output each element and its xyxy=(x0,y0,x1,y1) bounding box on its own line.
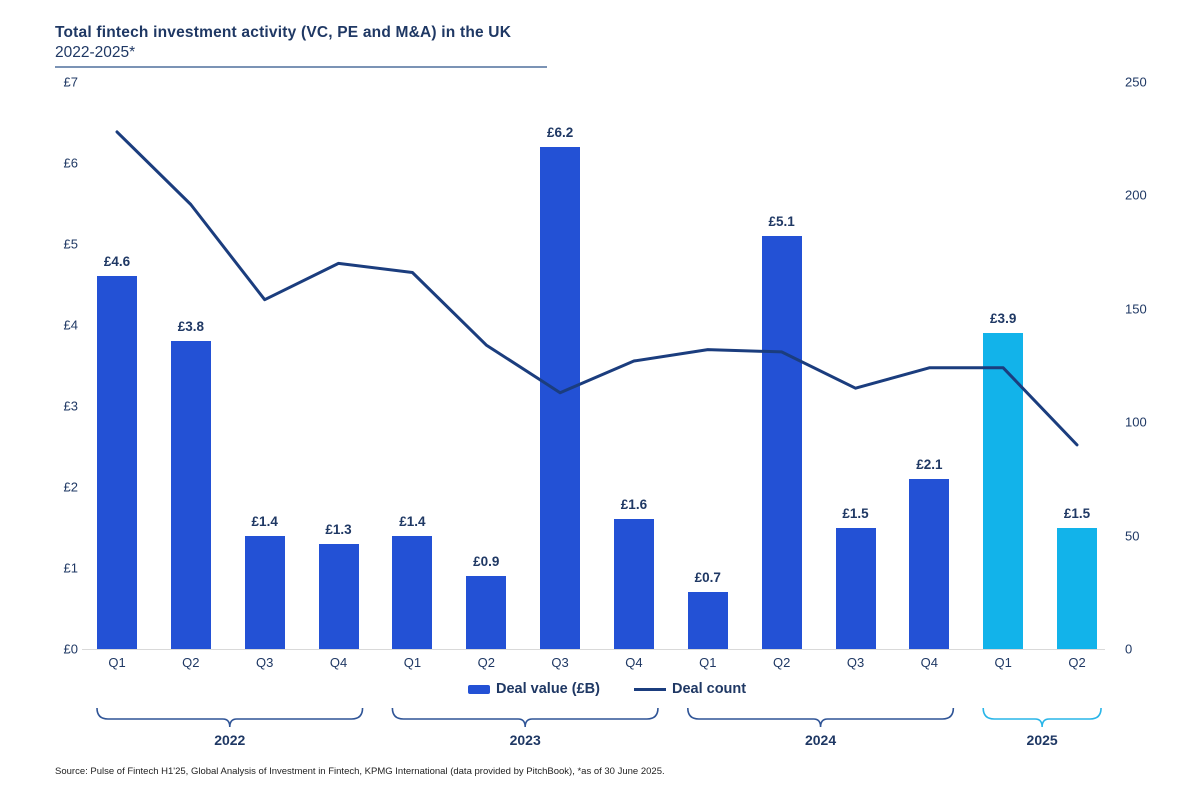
legend-line-swatch-icon xyxy=(633,687,666,691)
bar-2022-q3 xyxy=(244,535,285,649)
bar-value-label: £4.6 xyxy=(103,254,131,270)
y-axis-left-tick: £5 xyxy=(63,236,78,252)
bar-2024-q3 xyxy=(835,527,876,649)
x-axis-quarter-label: Q3 xyxy=(846,655,865,670)
y-axis-left-tick: £4 xyxy=(63,317,78,333)
title-underline xyxy=(55,66,547,68)
chart-title: Total fintech investment activity (VC, P… xyxy=(55,24,512,41)
x-axis-quarter-label: Q2 xyxy=(1068,655,1086,670)
bar-value-label: £0.9 xyxy=(473,554,500,570)
bar-2025-q1 xyxy=(983,333,1024,649)
bar-value-label: £6.2 xyxy=(546,124,574,140)
x-axis-quarter-label: Q1 xyxy=(108,655,126,670)
legend-bar-swatch-icon xyxy=(468,684,490,694)
bar-value-label: £3.9 xyxy=(990,311,1017,327)
y-axis-right-tick: 100 xyxy=(1125,414,1147,430)
bar-2023-q4 xyxy=(613,519,654,649)
bar-2023-q3 xyxy=(540,146,581,649)
bar-value-label: £2.1 xyxy=(916,456,943,472)
x-axis-quarter-label: Q3 xyxy=(551,655,569,670)
x-axis-quarter-label: Q1 xyxy=(994,655,1012,670)
bar-value-label: £5.1 xyxy=(768,213,795,229)
x-axis-quarter-label: Q1 xyxy=(403,655,422,670)
y-axis-right-tick: 0 xyxy=(1125,641,1133,657)
year-bracket-2024 xyxy=(687,707,955,728)
bar-2024-q4 xyxy=(909,478,950,649)
bar-2024-q1 xyxy=(687,592,728,649)
y-axis-right-tick: 150 xyxy=(1125,301,1147,317)
y-axis-left-tick: £0 xyxy=(63,641,78,657)
x-axis-quarter-label: Q3 xyxy=(256,655,274,670)
bar-2022-q2 xyxy=(170,341,211,649)
bar-value-label: £3.8 xyxy=(177,319,204,335)
x-axis-quarter-label: Q1 xyxy=(699,655,717,670)
bar-value-label: £1.5 xyxy=(842,505,869,521)
y-axis-right-tick: 200 xyxy=(1125,187,1147,203)
bar-2023-q2 xyxy=(466,576,507,649)
year-label-2024: 2024 xyxy=(804,732,837,748)
y-axis-left-tick: £3 xyxy=(63,398,78,414)
source-note: Source: Pulse of Fintech H1'25, Global A… xyxy=(55,766,665,777)
bar-2022-q1 xyxy=(97,276,137,649)
bar-2024-q2 xyxy=(761,235,802,649)
bar-2025-q2 xyxy=(1057,527,1098,649)
legend: Deal value (£B) Deal count xyxy=(468,681,746,697)
bar-value-label: £1.4 xyxy=(251,513,278,529)
bar-2022-q4 xyxy=(318,543,359,649)
year-label-2023: 2023 xyxy=(509,732,541,748)
x-axis-quarter-label: Q2 xyxy=(477,655,495,670)
x-axis-quarter-label: Q4 xyxy=(920,655,939,670)
deal-count-line xyxy=(115,130,1079,447)
bar-value-label: £0.7 xyxy=(694,570,721,586)
y-axis-left-tick: £6 xyxy=(63,155,78,171)
y-axis-left-tick: £1 xyxy=(63,560,78,576)
y-axis-left-tick: £7 xyxy=(63,74,78,90)
year-bracket-2025 xyxy=(982,707,1102,728)
year-bracket-2023 xyxy=(391,707,659,728)
bar-value-label: £1.6 xyxy=(620,497,648,513)
y-axis-right-tick: 250 xyxy=(1125,74,1147,90)
x-axis-quarter-label: Q4 xyxy=(625,655,643,670)
x-axis-quarter-label: Q4 xyxy=(329,655,348,670)
bar-value-label: £1.5 xyxy=(1063,505,1091,521)
year-label-2022: 2022 xyxy=(214,732,246,748)
chart-subtitle: 2022-2025* xyxy=(55,44,136,61)
bar-value-label: £1.4 xyxy=(399,513,426,529)
y-axis-right-tick: 50 xyxy=(1125,528,1140,544)
year-bracket-2022 xyxy=(96,707,364,728)
legend-line-label: Deal count xyxy=(671,681,747,697)
x-axis-quarter-label: Q2 xyxy=(182,655,200,670)
y-axis-left-tick: £2 xyxy=(63,479,78,495)
x-axis-quarter-label: Q2 xyxy=(772,655,791,670)
legend-bar-label: Deal value (£B) xyxy=(496,681,600,697)
bar-value-label: £1.3 xyxy=(325,521,352,537)
x-axis-baseline xyxy=(82,649,1105,650)
year-label-2025: 2025 xyxy=(1026,732,1058,748)
bar-2023-q1 xyxy=(392,535,433,649)
